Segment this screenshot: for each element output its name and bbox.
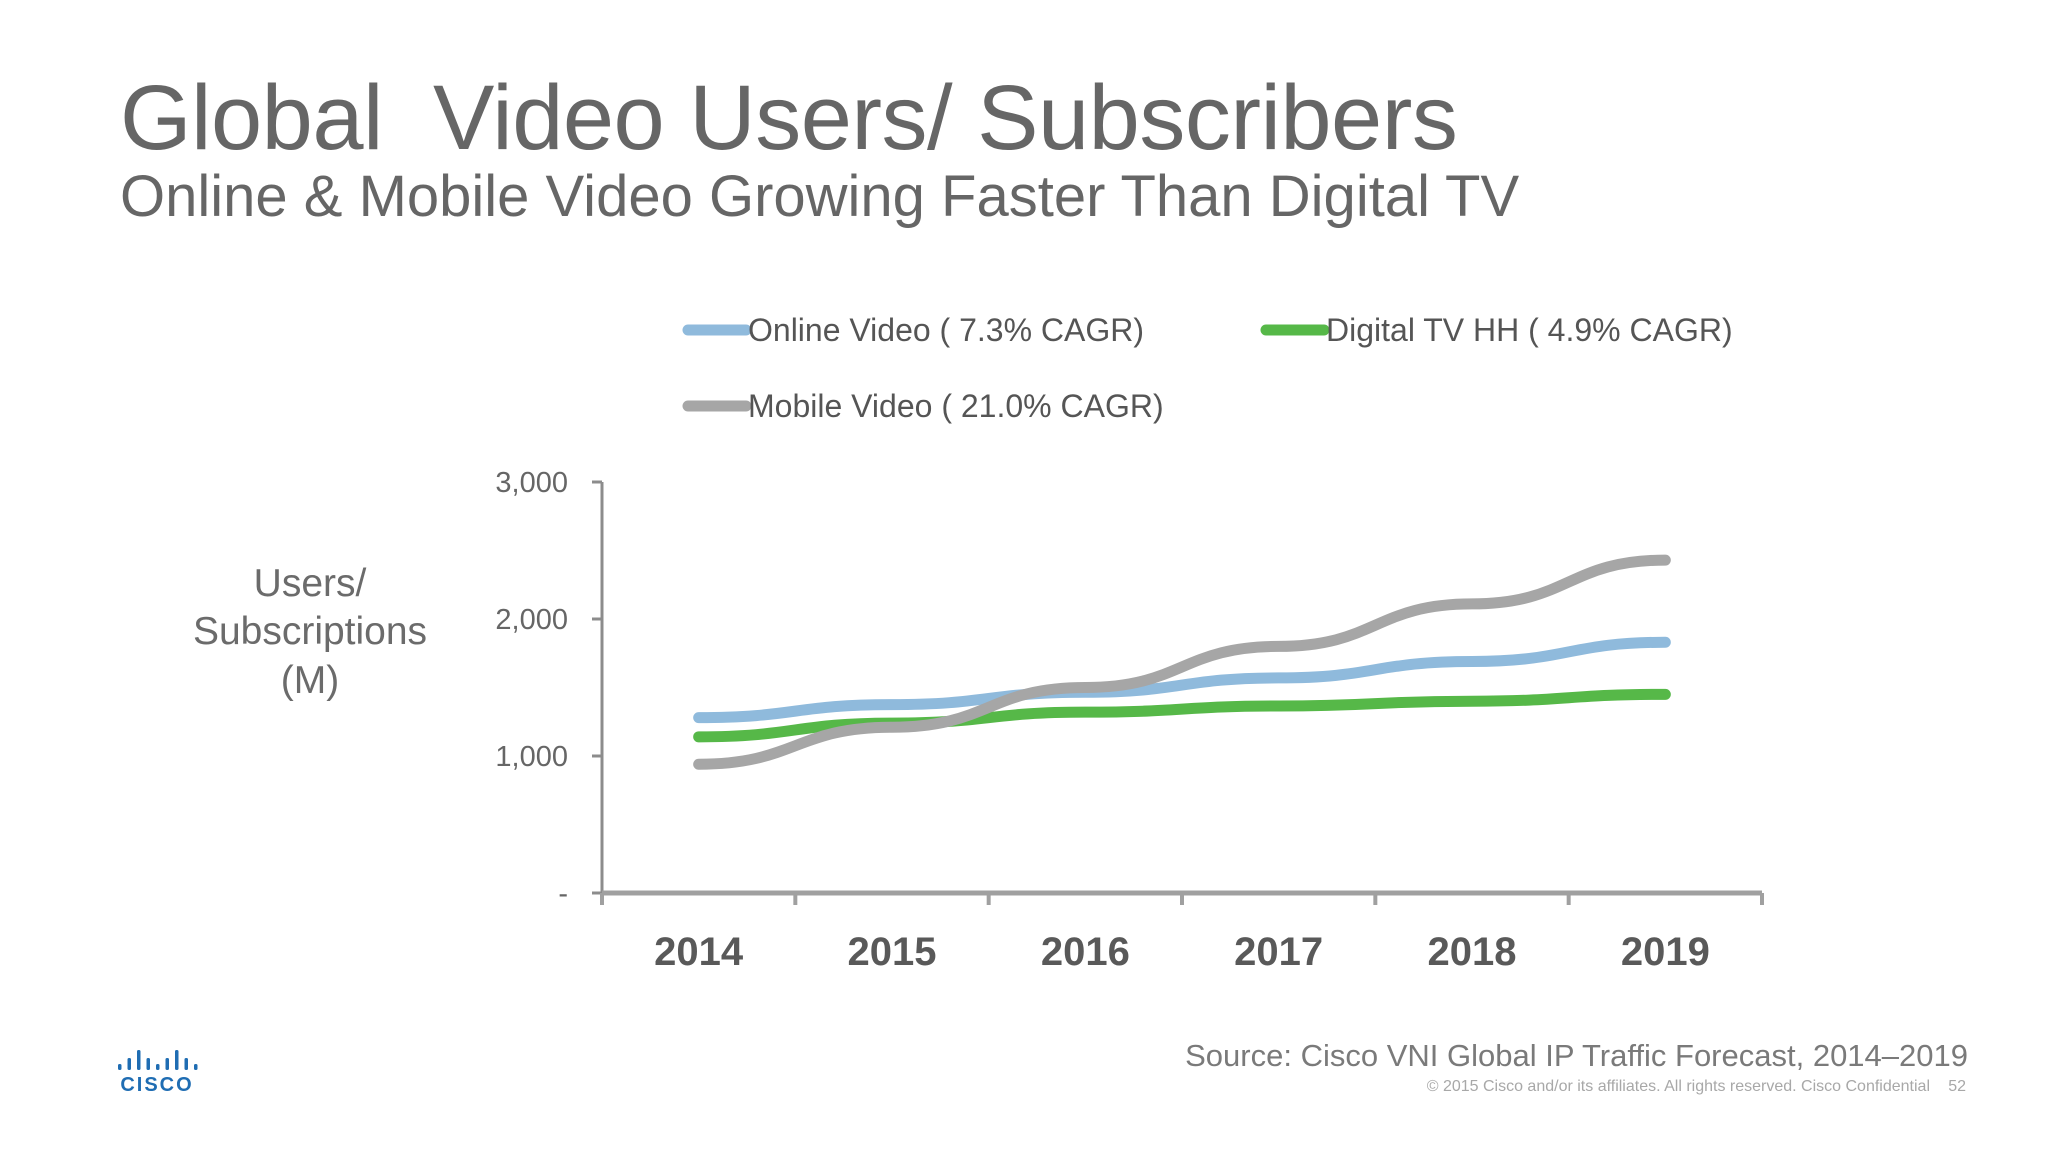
- y-tick-label: 2,000: [495, 604, 568, 636]
- logo-bar: [194, 1064, 198, 1070]
- chart-legend: Online Video ( 7.3% CAGR) Digital TV HH (…: [682, 312, 1733, 424]
- x-tick-label: 2016: [1041, 930, 1130, 974]
- x-tick-label: 2019: [1621, 930, 1710, 974]
- copyright-note: © 2015 Cisco and/or its affiliates. All …: [1426, 1078, 1930, 1095]
- slide-subtitle: Online & Mobile Video Growing Faster Tha…: [120, 164, 1520, 229]
- y-axis-label-line: Users/: [253, 562, 367, 605]
- y-tick-label: 1,000: [495, 741, 568, 773]
- y-axis-label: Users/ Subscriptions (M): [150, 560, 470, 705]
- page-number: 52: [1948, 1078, 1966, 1095]
- cisco-bars-icon: [118, 1050, 198, 1070]
- series-line: [693, 636, 1671, 724]
- logo-bar: [165, 1058, 169, 1070]
- legend-label: Digital TV HH ( 4.9% CAGR): [1326, 312, 1733, 348]
- source-note: Source: Cisco VNI Global IP Traffic Fore…: [1185, 1038, 1968, 1073]
- legend-label: Mobile Video ( 21.0% CAGR): [748, 388, 1164, 424]
- chart-axes: - 1,000 2,000 3,000 2014 2015 2016 2017 2018 2019: [495, 467, 1764, 974]
- logo-bar: [146, 1058, 150, 1070]
- y-tick-label: 3,000: [495, 467, 568, 499]
- chart-series: [693, 554, 1671, 770]
- slide-title: Global Video Users/ Subscribers: [120, 67, 1458, 169]
- logo-bar: [127, 1058, 131, 1070]
- logo-bar: [184, 1058, 188, 1070]
- x-tick-label: 2015: [848, 930, 937, 974]
- x-tick-label: 2018: [1428, 930, 1517, 974]
- legend-label: Online Video ( 7.3% CAGR): [748, 312, 1144, 348]
- logo-text: CISCO: [120, 1074, 194, 1096]
- logo-bar: [175, 1050, 179, 1070]
- y-axis-label-line: Subscriptions: [192, 610, 428, 654]
- cisco-logo: CISCO: [112, 1046, 202, 1096]
- logo-bar: [137, 1050, 141, 1070]
- x-tick-label: 2017: [1234, 930, 1323, 974]
- logo-bar: [156, 1064, 160, 1070]
- x-tick-label: 2014: [654, 930, 744, 974]
- y-tick-label: -: [558, 878, 568, 910]
- y-axis-label-line: (M): [280, 658, 340, 702]
- logo-bar: [118, 1064, 122, 1070]
- series-line: [693, 554, 1671, 770]
